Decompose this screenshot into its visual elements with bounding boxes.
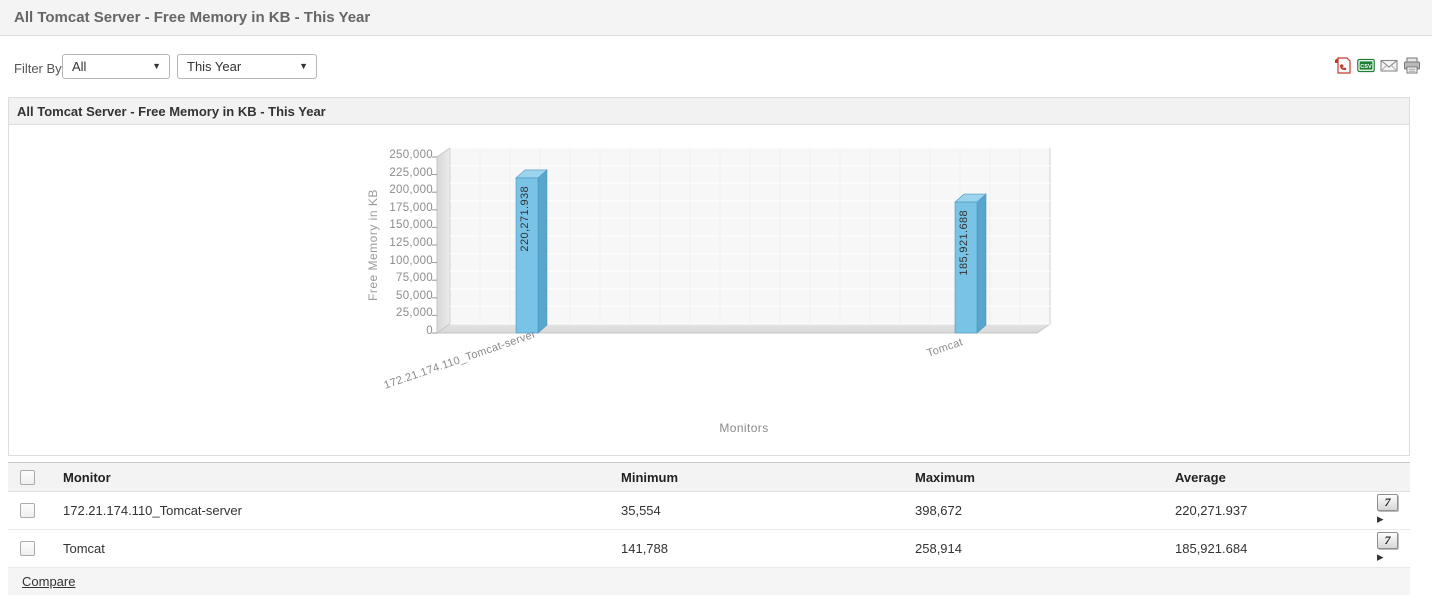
summary-table: Monitor Minimum Maximum Average 172.21.1…	[8, 462, 1410, 595]
table-row: Tomcat 141,788 258,914 185,921.684 7 ▸	[8, 530, 1410, 568]
y-axis-tick-label: 0	[426, 325, 433, 337]
table-header-row: Monitor Minimum Maximum Average	[8, 463, 1410, 492]
print-icon[interactable]	[1403, 57, 1421, 74]
y-axis-tick-label: 100,000	[389, 254, 433, 267]
bar-side-face[interactable]	[537, 169, 548, 334]
select-all-checkbox[interactable]	[20, 469, 35, 485]
bar-side-face[interactable]	[976, 193, 987, 334]
minimum-value: 141,788	[621, 541, 668, 556]
minimum-value: 35,554	[621, 503, 661, 518]
csv-icon-text: CSV	[1360, 64, 1372, 70]
maximum-value: 258,914	[915, 541, 962, 556]
monitor-type-filter-dropdown[interactable]: All ▼	[62, 54, 170, 79]
chart-area: Free Memory in KB 250,000 225,000 200,000 1…	[9, 125, 1409, 455]
compare-row: Compare	[8, 568, 1410, 595]
row-checkbox[interactable]	[20, 503, 35, 518]
bar-chart-3d	[432, 147, 1052, 334]
y-axis-tick-label: 75,000	[396, 272, 433, 285]
chart-panel-title: All Tomcat Server - Free Memory in KB - …	[9, 98, 1409, 125]
csv-export-icon[interactable]: CSV	[1357, 57, 1375, 74]
x-axis-title: Monitors	[719, 421, 769, 435]
filter-by-label: Filter By	[14, 61, 62, 76]
compare-link[interactable]: Compare	[22, 574, 76, 589]
page-header: All Tomcat Server - Free Memory in KB - …	[0, 0, 1432, 36]
column-header-monitor: Monitor	[63, 469, 111, 485]
monitor-name: Tomcat	[63, 541, 105, 556]
average-value: 185,921.684	[1175, 541, 1248, 556]
bar-value-label: 185,921.688	[958, 210, 970, 276]
bar-front-face[interactable]	[515, 177, 539, 334]
maximum-value: 398,672	[915, 503, 962, 518]
chevron-down-icon: ▼	[299, 61, 308, 71]
y-axis-tick-label: 50,000	[396, 289, 433, 302]
chart-panel: All Tomcat Server - Free Memory in KB - …	[8, 97, 1410, 456]
period-7-report-button[interactable]: 7	[1377, 494, 1398, 511]
period-7-report-button[interactable]: 7	[1377, 532, 1398, 549]
y-axis-tick-label: 25,000	[396, 307, 433, 320]
export-actions: CSV	[1334, 57, 1421, 74]
arrow-icon: ▸	[1377, 511, 1384, 526]
y-axis-tick-label: 175,000	[389, 201, 433, 214]
time-period-filter-value: This Year	[187, 59, 242, 74]
y-axis-tick-label: 125,000	[389, 237, 433, 249]
chart-left-wall	[436, 147, 451, 334]
average-value: 220,271.937	[1175, 503, 1248, 518]
time-period-filter-dropdown[interactable]: This Year ▼	[177, 54, 317, 79]
table-row: 172.21.174.110_Tomcat-server 35,554 398,…	[8, 492, 1410, 530]
monitor-name: 172.21.174.110_Tomcat-server	[63, 503, 242, 518]
monitor-type-filter-value: All	[72, 59, 87, 74]
row-checkbox[interactable]	[20, 541, 35, 556]
y-axis-tick-label: 225,000	[389, 166, 433, 179]
y-axis-tick-label: 200,000	[389, 184, 433, 197]
column-header-minimum: Minimum	[621, 469, 679, 485]
toolbar: Filter By All ▼ This Year ▼ CSV	[0, 37, 1432, 91]
y-axis-tick-label: 150,000	[389, 219, 433, 232]
y-axis-tick-label: 250,000	[389, 149, 433, 161]
column-header-average: Average	[1175, 469, 1226, 485]
arrow-icon: ▸	[1377, 549, 1384, 564]
email-icon[interactable]	[1380, 57, 1398, 74]
bar-front-face[interactable]	[954, 201, 978, 334]
bar-value-label: 220,271.938	[519, 185, 531, 252]
chevron-down-icon: ▼	[152, 61, 161, 71]
pdf-export-icon[interactable]	[1334, 57, 1352, 74]
column-header-maximum: Maximum	[915, 469, 975, 485]
page-title: All Tomcat Server - Free Memory in KB - …	[14, 9, 371, 26]
